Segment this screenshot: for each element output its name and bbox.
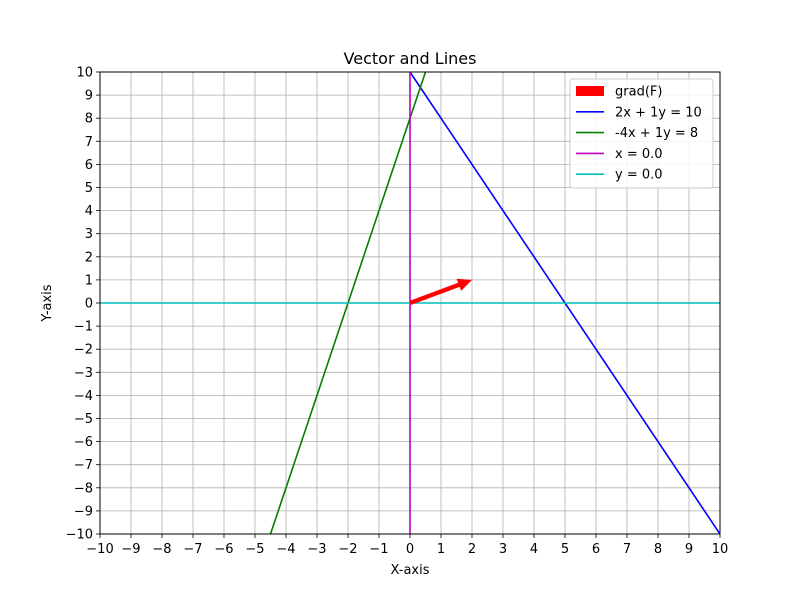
y-tick-label: −7 bbox=[74, 458, 93, 473]
x-tick-label: 4 bbox=[530, 542, 538, 557]
legend-box bbox=[569, 78, 714, 189]
y-tick-label: 4 bbox=[85, 204, 93, 219]
legend: grad(F) 2x + 1y = 10 -4x + 1y = 8 x = 0.0 y … bbox=[569, 78, 714, 189]
y-tick-label: 9 bbox=[85, 89, 93, 104]
plot-area bbox=[100, 72, 720, 534]
x-tick-label: −6 bbox=[214, 542, 233, 557]
y-tick-label: 10 bbox=[76, 66, 93, 81]
y-tick-label: 2 bbox=[85, 250, 93, 265]
x-tick-label: 3 bbox=[499, 542, 507, 557]
axis-ticks: −10 −9 −8 −7 −6 −5 −4 −3 −2 −1 0 1 2 3 4 5 6 7 8 9 10−10−9−8… bbox=[66, 66, 729, 558]
gradient-vector-arrow bbox=[409, 278, 472, 306]
x-tick-label: −5 bbox=[245, 542, 264, 557]
x-tick-label: 8 bbox=[654, 542, 662, 557]
x-tick-label: −3 bbox=[307, 542, 326, 557]
x-tick-label: 5 bbox=[561, 542, 569, 557]
y-tick-label: −9 bbox=[74, 504, 93, 519]
chart-title: Vector and Lines bbox=[344, 49, 477, 68]
legend-swatch-vector bbox=[576, 86, 604, 96]
x-tick-label: −4 bbox=[276, 542, 295, 557]
y-tick-label: −3 bbox=[74, 366, 93, 381]
y-tick-label: −5 bbox=[74, 412, 93, 427]
y-tick-label: −10 bbox=[66, 528, 93, 543]
x-axis-title: X-axis bbox=[391, 563, 430, 578]
y-tick-label: −6 bbox=[74, 435, 93, 450]
x-tick-label: −10 bbox=[86, 542, 113, 557]
y-tick-label: 6 bbox=[85, 158, 93, 173]
legend-label: y = 0.0 bbox=[615, 168, 663, 183]
y-tick-label: 5 bbox=[85, 181, 93, 196]
x-tick-label: −8 bbox=[152, 542, 171, 557]
x-tick-label: 0 bbox=[406, 542, 414, 557]
y-tick-label: 3 bbox=[85, 227, 93, 242]
y-axis-title: Y-axis bbox=[40, 284, 55, 322]
legend-label: 2x + 1y = 10 bbox=[615, 105, 702, 120]
x-tick-label: 7 bbox=[623, 542, 631, 557]
y-tick-label: 0 bbox=[85, 297, 93, 312]
x-tick-label: 10 bbox=[712, 542, 729, 557]
x-tick-label: −2 bbox=[338, 542, 357, 557]
legend-label: -4x + 1y = 8 bbox=[615, 126, 698, 141]
y-tick-label: 1 bbox=[85, 273, 93, 288]
y-tick-label: −8 bbox=[74, 481, 93, 496]
y-tick-label: −1 bbox=[74, 320, 93, 335]
x-tick-label: −7 bbox=[183, 542, 202, 557]
y-tick-label: −4 bbox=[74, 389, 93, 404]
y-tick-label: −2 bbox=[74, 343, 93, 358]
y-tick-label: 8 bbox=[85, 112, 93, 127]
x-tick-label: 1 bbox=[437, 542, 445, 557]
x-tick-label: −9 bbox=[121, 542, 140, 557]
x-tick-label: 9 bbox=[685, 542, 693, 557]
legend-label: x = 0.0 bbox=[615, 147, 663, 162]
x-tick-label: 2 bbox=[468, 542, 476, 557]
x-tick-label: −1 bbox=[369, 542, 388, 557]
x-tick-label: 6 bbox=[592, 542, 600, 557]
legend-label: grad(F) bbox=[615, 85, 662, 100]
y-tick-label: 7 bbox=[85, 135, 93, 150]
